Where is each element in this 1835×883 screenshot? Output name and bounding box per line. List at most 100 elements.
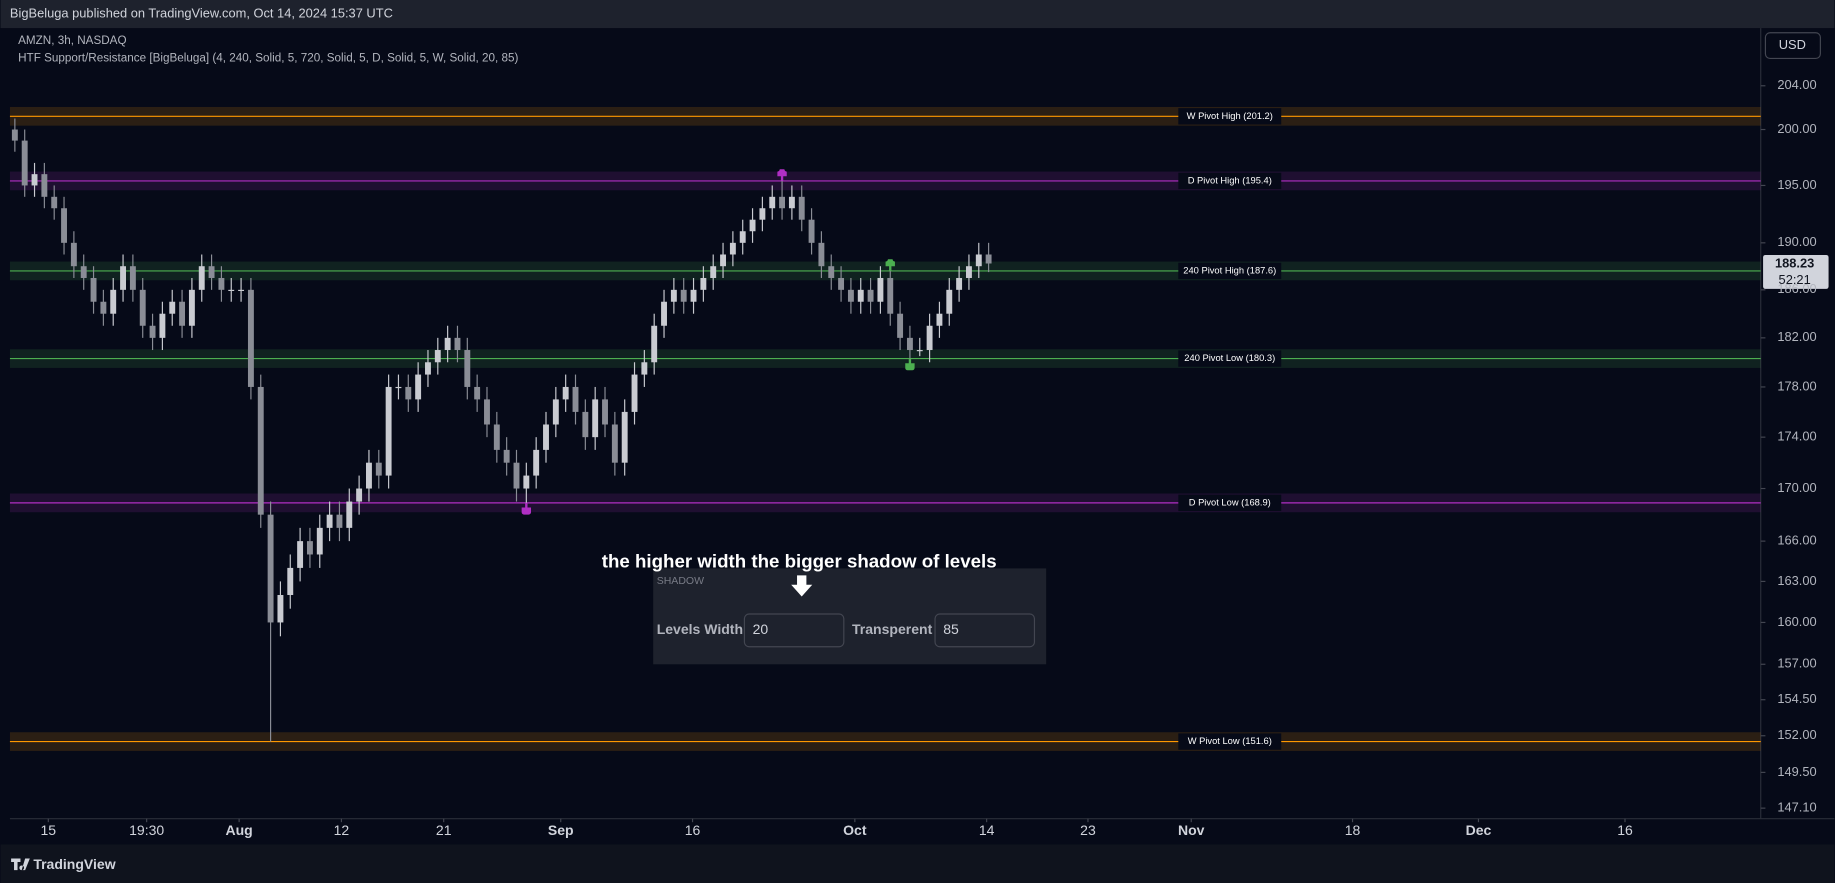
axes: 147.10 149.50 152.00 154.50 157.00 160.00 163.… — [41, 77, 1817, 838]
panel-section: SHADOW — [657, 575, 704, 587]
level-label-box — [1178, 108, 1282, 125]
candle-body — [710, 266, 717, 278]
candle-body — [661, 301, 667, 326]
candle-body — [61, 208, 67, 243]
candle-body — [779, 196, 786, 209]
y-tick-label: 182.00 — [1777, 329, 1816, 344]
candle-body — [838, 277, 845, 290]
candle-body — [847, 289, 854, 302]
candle-body — [759, 208, 766, 220]
level-label: D Pivot Low (168.9) — [1189, 497, 1271, 507]
countdown: 52:21 — [1779, 272, 1811, 287]
x-tick-label: Aug — [225, 822, 252, 838]
candle-body — [769, 196, 776, 209]
candle-body — [425, 362, 431, 375]
annotation: the higher width the bigger shadow of le… — [602, 550, 997, 571]
candle-body — [690, 289, 697, 302]
candle-body — [31, 174, 38, 186]
x-tick-label: Sep — [548, 822, 574, 838]
candle-body — [621, 411, 628, 463]
x-tick-label: 19:30 — [129, 822, 164, 838]
level-label: 240 Pivot High (187.6) — [1183, 265, 1276, 275]
pivot-marker — [777, 169, 787, 181]
y-tick-label: 178.00 — [1777, 378, 1816, 393]
y-tick-label: 160.00 — [1777, 614, 1816, 629]
candle-body — [867, 289, 874, 302]
candle-body — [316, 527, 323, 555]
level-label-box — [1178, 494, 1282, 512]
candle-body — [887, 277, 894, 314]
y-tick-label: 149.50 — [1777, 764, 1816, 779]
candle-body — [385, 386, 392, 476]
x-tick-label: Oct — [843, 822, 867, 838]
plot-area: W Pivot High (201.2) D Pivot High (195.4)… — [9, 106, 1761, 751]
y-tick-label: 195.00 — [1777, 177, 1816, 192]
candle-body — [828, 266, 835, 278]
pivot-marker — [521, 502, 532, 515]
field-value: 85 — [943, 621, 959, 637]
candle-body — [356, 488, 363, 502]
x-tick-label: 23 — [1080, 822, 1096, 838]
level-label: W Pivot High (201.2) — [1187, 111, 1273, 121]
level-label-box — [1178, 733, 1282, 750]
candle-body — [788, 196, 795, 209]
candle-body — [208, 266, 215, 278]
candle-body — [395, 386, 402, 389]
candle-body — [336, 514, 343, 528]
candle-body — [965, 266, 972, 278]
brand: TradingView — [33, 856, 115, 872]
candle-body — [926, 325, 933, 351]
candle-body — [277, 595, 284, 623]
y-tick-label: 200.00 — [1777, 121, 1816, 136]
candle-body — [641, 362, 648, 375]
x-tick-label: 12 — [334, 822, 350, 838]
candle-body — [454, 337, 461, 351]
level-label: 240 Pivot Low (180.3) — [1184, 353, 1275, 363]
input-box[interactable] — [743, 613, 845, 648]
y-tick-label: 163.00 — [1777, 573, 1816, 588]
level-label: W Pivot Low (151.6) — [1188, 736, 1272, 746]
candle-body — [129, 266, 136, 290]
candle-body — [70, 242, 77, 267]
field-value: 20 — [753, 621, 769, 637]
y-tick-label: 157.00 — [1777, 656, 1816, 671]
level-label-box — [1178, 350, 1282, 367]
candle-body — [533, 449, 540, 476]
input-box[interactable] — [934, 613, 1036, 648]
y-tick-label: 186.00 — [1777, 281, 1816, 296]
candle-body — [228, 289, 235, 292]
level-label: D Pivot High (195.4) — [1188, 175, 1272, 185]
candle-body — [749, 219, 756, 232]
candle-body — [602, 399, 608, 425]
candle-body — [100, 301, 107, 314]
candle-body — [464, 350, 471, 387]
candle-body — [444, 337, 451, 351]
top-bar — [0, 0, 1835, 29]
candle-body — [51, 196, 58, 209]
candle-body — [523, 475, 530, 489]
candle-body — [729, 242, 736, 255]
candle-body — [257, 386, 264, 515]
candle-body — [631, 374, 638, 412]
candle-body — [287, 567, 294, 596]
candle-body — [326, 514, 333, 528]
y-tick-label: 154.50 — [1777, 691, 1816, 706]
candle-body — [149, 325, 156, 338]
y-tick-label: 170.00 — [1777, 480, 1816, 495]
candle-body — [543, 424, 549, 450]
currency-button[interactable] — [1764, 32, 1821, 60]
candle-body — [484, 399, 490, 425]
candle-body — [956, 277, 963, 290]
candle-body — [552, 399, 559, 425]
candle-body — [651, 325, 658, 363]
candle-body — [680, 289, 687, 302]
candle-body — [179, 301, 186, 326]
currency: USD — [1779, 37, 1806, 52]
candle-body — [405, 386, 412, 400]
candle-body — [877, 277, 884, 302]
candle-body — [513, 462, 520, 489]
field-label: Levels Width — [657, 621, 743, 637]
x-tick-label: Nov — [1178, 822, 1205, 838]
